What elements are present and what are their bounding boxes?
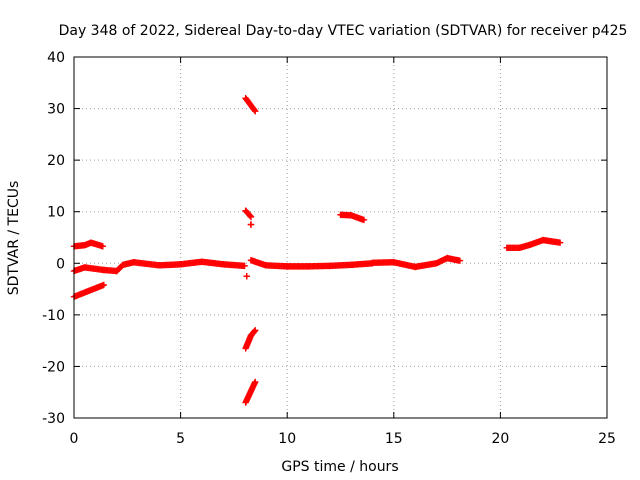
data-point — [251, 106, 258, 114]
data-points — [70, 95, 564, 406]
y-tick-label: 20 — [47, 153, 65, 169]
x-tick-label: 5 — [176, 431, 185, 447]
y-tick-label: 0 — [56, 256, 65, 272]
data-point — [241, 262, 248, 270]
y-tick-label: -30 — [42, 411, 65, 427]
y-tick-label: 30 — [47, 102, 65, 118]
x-tick-label: 0 — [70, 431, 79, 447]
y-tick-label: 10 — [47, 205, 65, 221]
y-tick-label: -20 — [42, 359, 65, 375]
data-point — [360, 216, 368, 224]
data-point — [252, 107, 259, 115]
plot-frame — [73, 56, 608, 419]
x-tick-label: 10 — [278, 431, 296, 447]
data-point — [251, 327, 258, 335]
x-axis-label: GPS time / hours — [281, 459, 398, 475]
axis-ticks: 0 5 10 15 20 25 -30 -20 -10 0 10 20 30 40 — [42, 50, 616, 447]
x-tick-label: 20 — [491, 431, 509, 447]
data-point — [556, 239, 564, 246]
data-point — [246, 212, 254, 220]
data-point — [247, 221, 255, 228]
data-point — [456, 257, 464, 264]
data-point — [100, 281, 108, 289]
data-point — [99, 243, 106, 250]
data-point — [243, 272, 250, 280]
y-tick-label: -10 — [42, 308, 65, 324]
x-tick-label: 15 — [385, 431, 403, 447]
y-axis-label: SDTVAR / TECUs — [6, 181, 22, 296]
chart-title: Day 348 of 2022, Sidereal Day-to-day VTE… — [59, 23, 628, 39]
y-tick-label: 40 — [47, 50, 65, 66]
data-point — [252, 327, 259, 334]
x-tick-label: 25 — [598, 431, 616, 447]
grid-layer — [74, 57, 607, 418]
data-point — [247, 213, 255, 221]
data-point — [252, 378, 259, 386]
